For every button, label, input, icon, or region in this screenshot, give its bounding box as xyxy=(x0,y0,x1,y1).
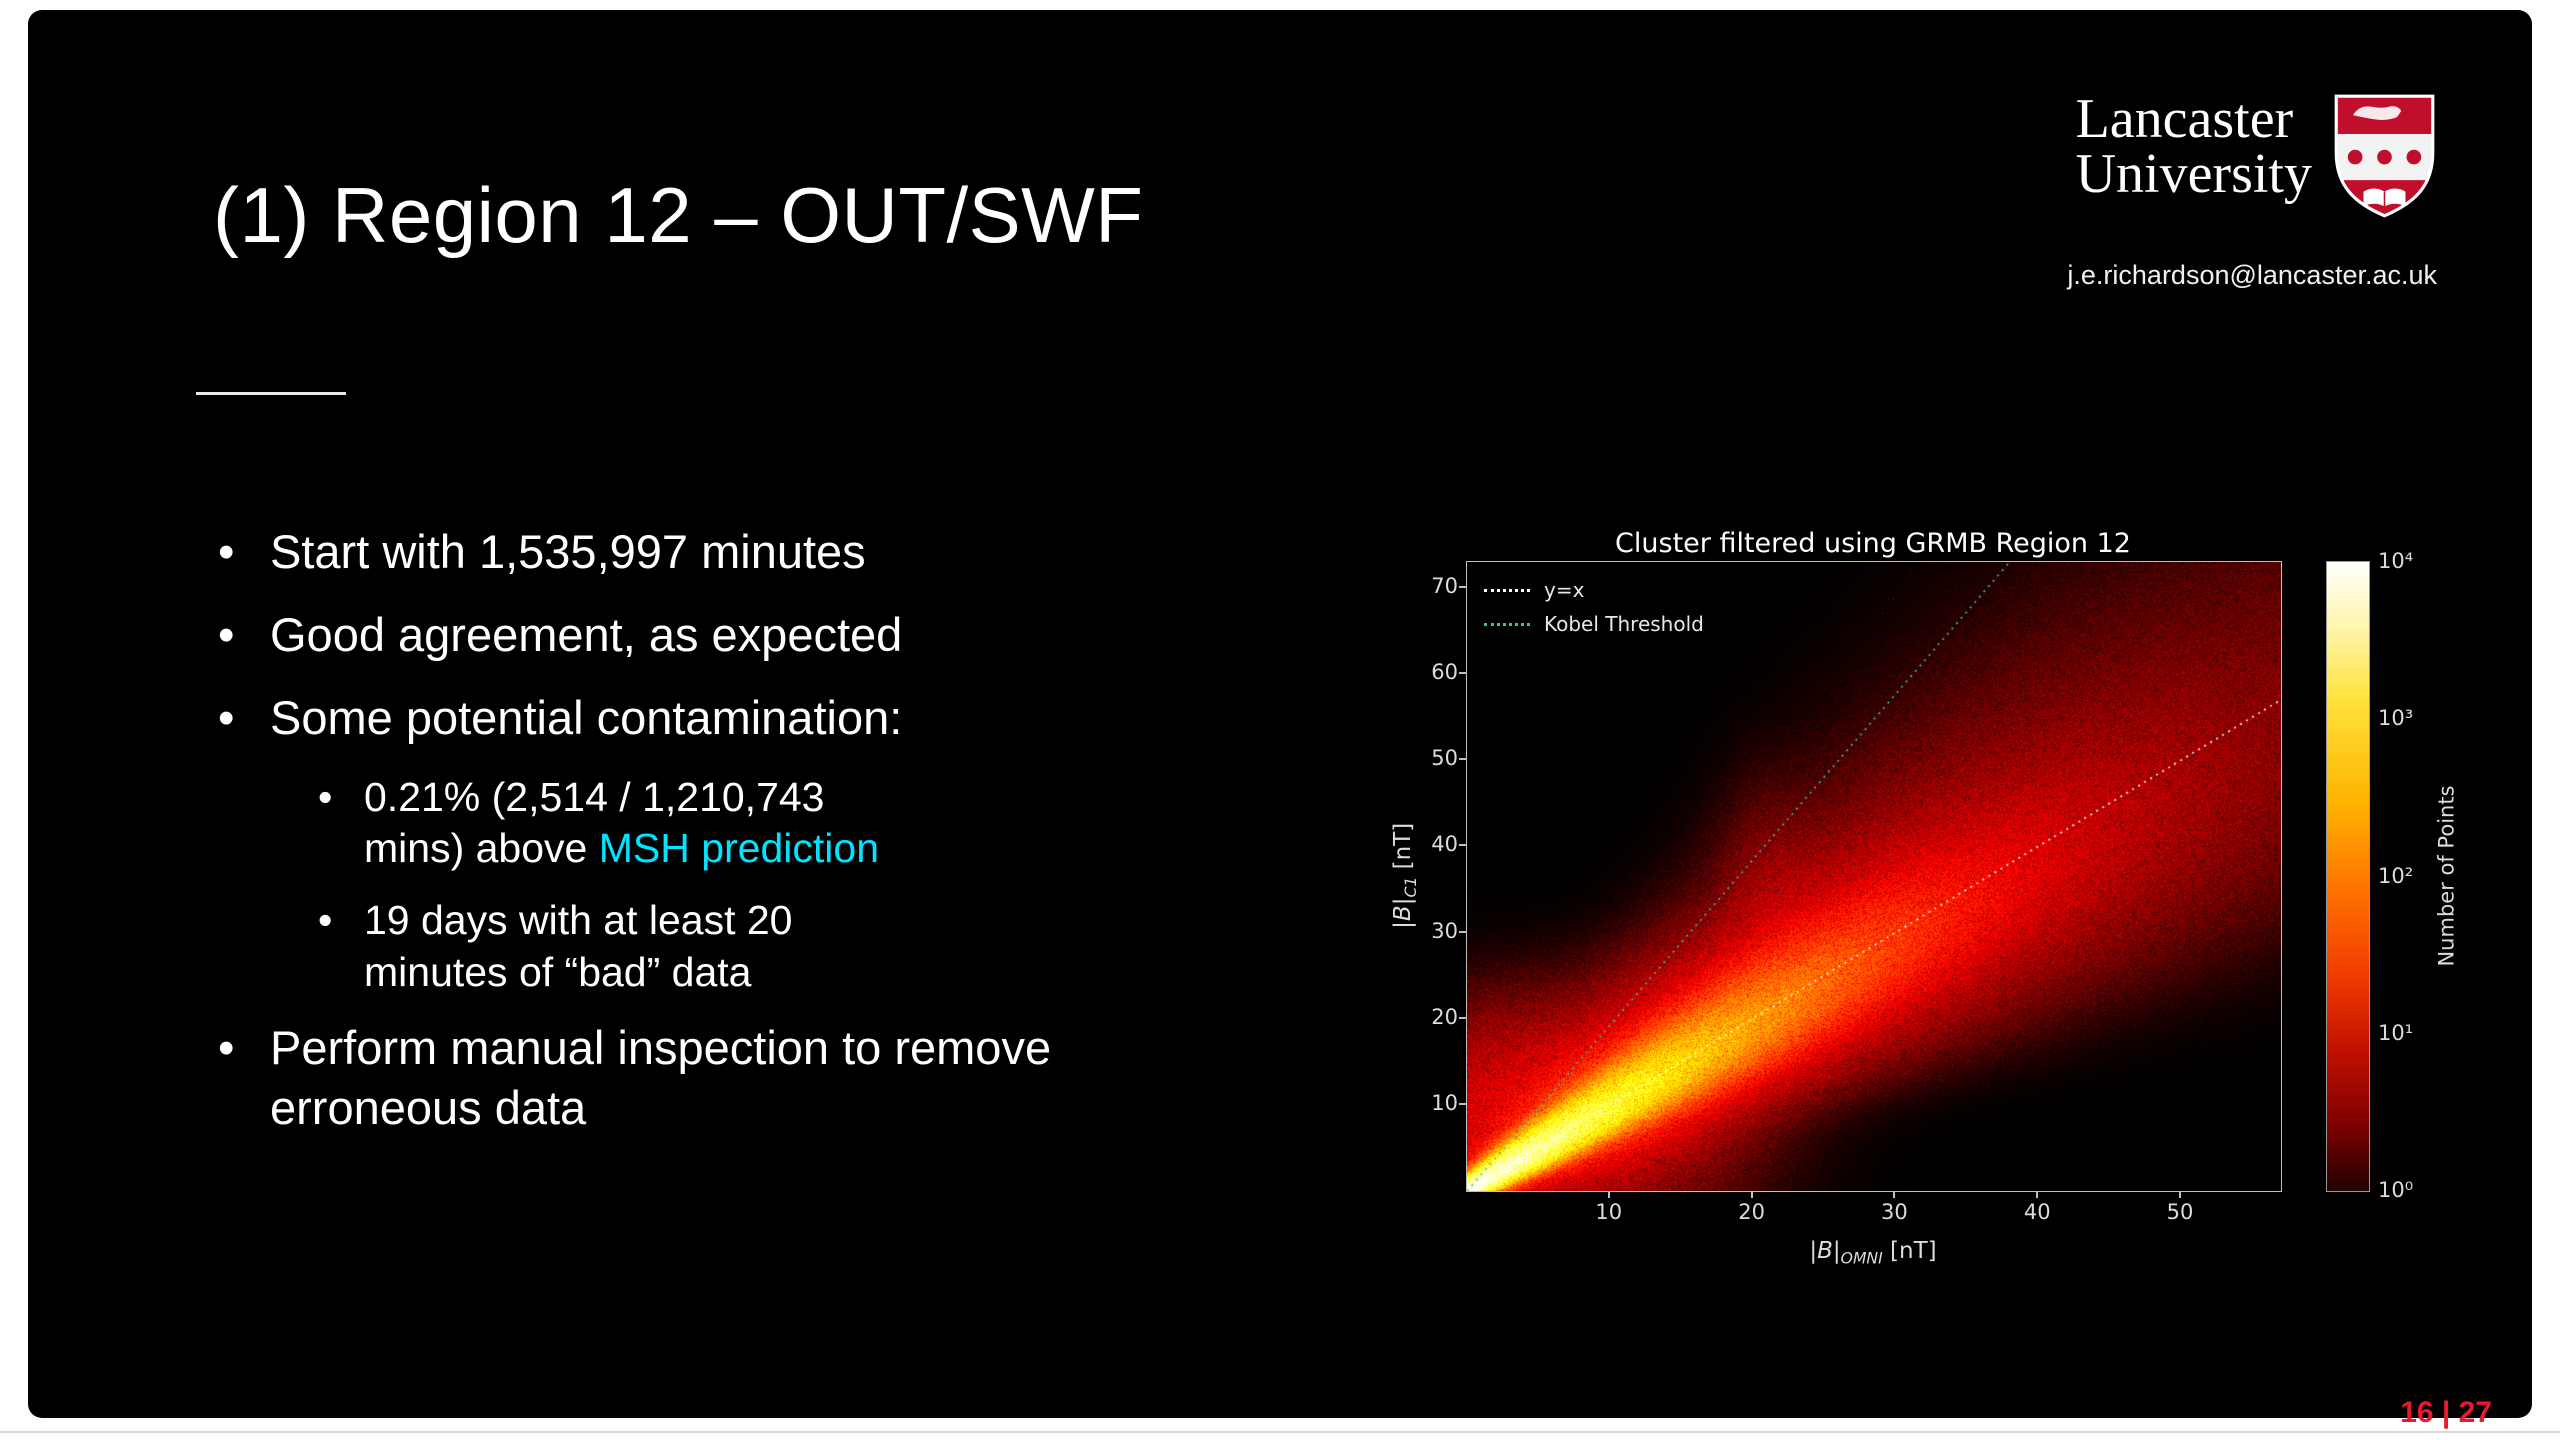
bullet-item: Start with 1,535,997 minutes xyxy=(218,522,1168,581)
legend-line-sample xyxy=(1484,622,1530,626)
y-tick-label: 40 xyxy=(1431,832,1458,857)
x-tick-label: 20 xyxy=(1738,1200,1765,1224)
x-tick-mark xyxy=(1750,1191,1753,1198)
chart-legend: y=x Kobel Threshold xyxy=(1484,578,1704,636)
legend-item: Kobel Threshold xyxy=(1484,612,1704,636)
bullet-text: Start with 1,535,997 minutes xyxy=(270,525,866,578)
cluster-chart: Cluster filtered using GRMB Region 12 y=… xyxy=(1390,510,2526,1300)
sub-bullet-text-before: 0.21% (2,514 / 1,210,743 mins) above xyxy=(364,773,825,872)
x-tick-label: 50 xyxy=(2166,1200,2194,1224)
x-label-suffix: [nT] xyxy=(1882,1238,1937,1264)
bullet-text: Perform manual inspection to remove erro… xyxy=(270,1021,1052,1134)
presenter-email: j.e.richardson@lancaster.ac.uk xyxy=(2067,260,2437,290)
msh-highlight: MSH prediction xyxy=(598,825,879,872)
y-tick-mark xyxy=(1459,1102,1466,1105)
bullet-marker xyxy=(318,895,364,998)
colorbar-tick-label: 10⁰ xyxy=(2378,1178,2414,1202)
bullet-marker xyxy=(218,605,270,664)
x-tick-mark xyxy=(2036,1191,2039,1198)
y-tick-mark xyxy=(1459,1016,1466,1019)
y-tick-mark xyxy=(1459,758,1466,761)
bullet-marker xyxy=(318,772,364,875)
x-label-sub: OMNI xyxy=(1840,1248,1883,1268)
bullet-item: Some potential contamination: xyxy=(218,688,1168,747)
plot-area xyxy=(1466,561,2282,1192)
sub-bullet-text: 19 days with at least 20 minutes of “bad… xyxy=(364,896,793,995)
sub-bullet-item: 19 days with at least 20 minutes of “bad… xyxy=(318,895,1168,998)
bullet-text: Some potential contamination: xyxy=(270,691,903,745)
x-tick-label: 40 xyxy=(2023,1200,2051,1224)
y-tick-label: 20 xyxy=(1431,1004,1458,1029)
viewer-bottom-divider xyxy=(0,1431,2560,1433)
legend-label: y=x xyxy=(1544,578,1585,602)
legend-label: Kobel Threshold xyxy=(1544,612,1704,636)
x-tick-label: 30 xyxy=(1881,1200,1908,1224)
lancaster-crest-icon xyxy=(2334,94,2435,218)
y-tick-label: 50 xyxy=(1431,746,1458,771)
x-tick-mark xyxy=(2179,1191,2182,1198)
logo-line-2: University xyxy=(2075,142,2312,205)
slide-background: (1) Region 12 – OUT/SWF Lancaster Univer… xyxy=(28,10,2532,1429)
bullet-marker xyxy=(218,522,270,581)
colorbar xyxy=(2326,561,2370,1192)
y-label-suffix: [nT] xyxy=(1390,822,1417,877)
x-axis-label: |B|OMNI [nT] xyxy=(1466,1238,2280,1268)
page-number: 16 | 27 xyxy=(2400,1396,2492,1429)
bullet-list: Start with 1,535,997 minutes Good agreem… xyxy=(218,522,1168,1161)
sub-bullet-item: 0.21% (2,514 / 1,210,743 mins) above MSH… xyxy=(318,772,1168,875)
x-tick-label: 10 xyxy=(1595,1200,1623,1224)
x-tick-mark xyxy=(1893,1191,1896,1198)
y-tick-label: 10 xyxy=(1431,1090,1458,1115)
bullet-item: Good agreement, as expected xyxy=(218,605,1168,664)
colorbar-tick-label: 10² xyxy=(2378,863,2414,888)
title-underline xyxy=(196,392,346,395)
legend-line-sample xyxy=(1484,588,1530,592)
x-label-prefix: |B| xyxy=(1809,1238,1841,1264)
y-tick-mark xyxy=(1459,844,1466,847)
x-tick-mark xyxy=(1607,1191,1610,1198)
legend-item: y=x xyxy=(1484,578,1704,602)
colorbar-tick-label: 10³ xyxy=(2378,706,2414,731)
y-tick-label: 30 xyxy=(1431,918,1458,943)
colorbar-tick-label: 10⁴ xyxy=(2378,549,2414,573)
bullet-item: Perform manual inspection to remove erro… xyxy=(218,1018,1168,1136)
chart-title: Cluster filtered using GRMB Region 12 xyxy=(1615,528,2131,559)
slide-title: (1) Region 12 – OUT/SWF xyxy=(213,171,1144,259)
bullet-text: Good agreement, as expected xyxy=(270,608,903,662)
sub-bullet-text: 0.21% (2,514 / 1,210,743 mins) above MSH… xyxy=(364,772,924,875)
lancaster-logo: Lancaster University xyxy=(2075,88,2437,220)
y-tick-label: 70 xyxy=(1431,573,1458,598)
lancaster-logo-text: Lancaster University xyxy=(2075,88,2312,205)
y-label-sub: C1 xyxy=(1400,876,1420,898)
y-tick-mark xyxy=(1459,585,1466,588)
sub-bullet-group: 0.21% (2,514 / 1,210,743 mins) above MSH… xyxy=(318,772,1168,999)
y-tick-mark xyxy=(1459,930,1466,933)
y-tick-label: 60 xyxy=(1431,660,1458,684)
colorbar-label: Number of Points xyxy=(2435,784,2460,967)
y-tick-mark xyxy=(1459,672,1466,674)
bullet-marker xyxy=(218,1018,270,1136)
y-label-prefix: |B| xyxy=(1390,897,1417,929)
colorbar-tick-label: 10¹ xyxy=(2378,1020,2414,1045)
bullet-marker xyxy=(218,688,270,747)
y-axis-label: |B|C1 [nT] xyxy=(1390,561,1420,1190)
heatmap-canvas xyxy=(1467,562,2281,1191)
logo-line-1: Lancaster xyxy=(2075,88,2294,150)
